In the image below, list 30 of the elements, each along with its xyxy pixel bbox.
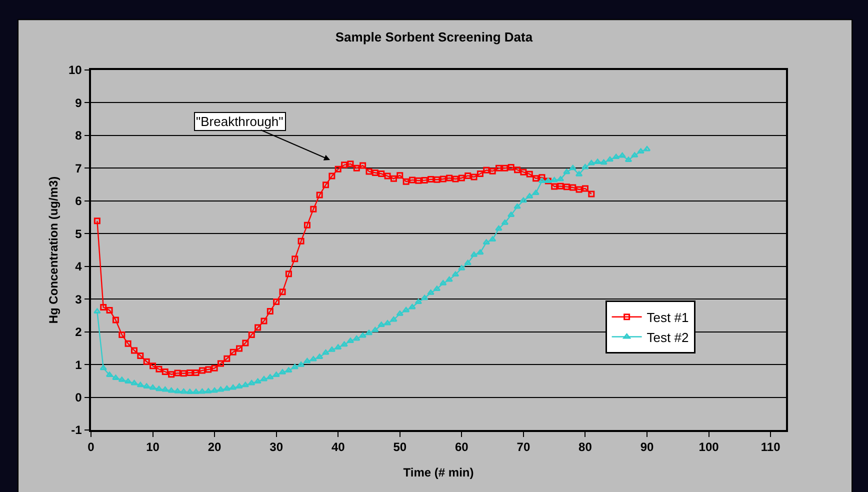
y-tick-label: 2	[75, 325, 82, 340]
annotation: "Breakthrough"	[196, 114, 284, 129]
x-tick-label: 40	[331, 440, 346, 454]
x-axis-title: Time (# min)	[403, 466, 474, 480]
x-tick-label: 10	[146, 440, 160, 454]
y-tick-label: 1	[75, 358, 82, 372]
chart-title: Sample Sorbent Screening Data	[335, 29, 534, 44]
x-tick-label: 80	[578, 440, 592, 454]
x-tick-label: 30	[270, 440, 284, 454]
y-tick-label: 5	[75, 226, 82, 241]
x-tick-label: 110	[760, 440, 781, 454]
y-tick-label: 4	[75, 260, 82, 274]
y-axis-title: Hg Concentration (ug/m3)	[46, 176, 60, 324]
x-tick-label: 50	[393, 440, 407, 454]
x-tick-label: 60	[454, 440, 469, 454]
x-tick-label: 100	[698, 440, 720, 454]
x-tick-label: 20	[208, 440, 222, 454]
y-tick-label: 7	[75, 161, 82, 176]
x-tick-label: 90	[640, 440, 654, 454]
legend-label: Test #1	[646, 310, 689, 325]
y-tick-label: 0	[75, 390, 82, 404]
x-tick-label: 70	[516, 440, 530, 454]
legend-label: Test #2	[646, 330, 689, 345]
y-tick-label: 3	[75, 292, 82, 306]
y-tick-label: 6	[75, 194, 82, 208]
y-tick-label: 8	[75, 128, 82, 143]
y-tick-label: -1	[71, 423, 82, 438]
x-tick-label: 0	[88, 440, 95, 454]
y-tick-label: 9	[75, 96, 82, 110]
y-tick-label: 10	[68, 63, 82, 78]
